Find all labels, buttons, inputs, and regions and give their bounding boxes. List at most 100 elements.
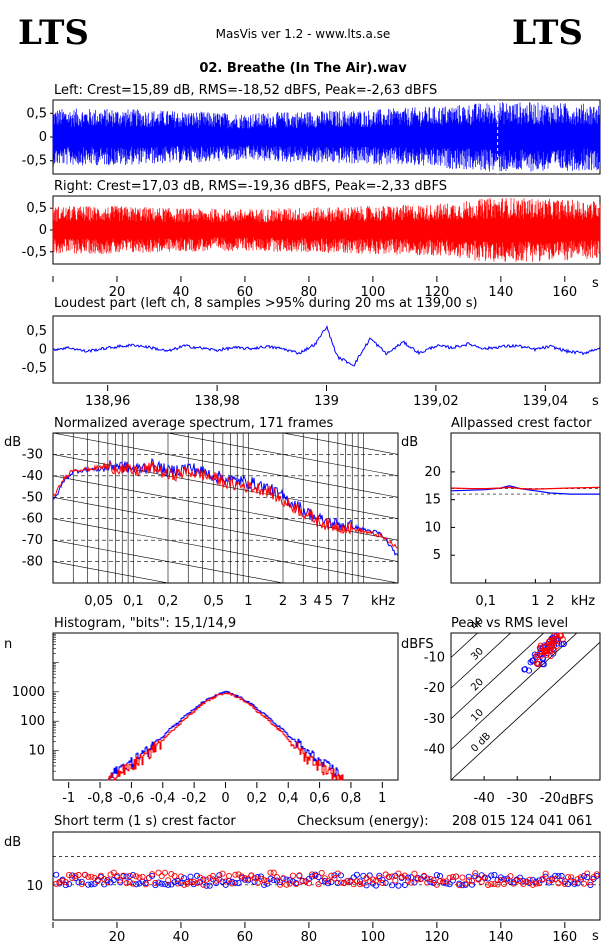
short-term-right-point bbox=[72, 872, 79, 880]
short-term-right-point bbox=[564, 874, 572, 881]
peak-rms-ytick: -40 bbox=[424, 742, 445, 757]
short-term-left-point bbox=[568, 877, 575, 884]
short-term-left-point bbox=[555, 873, 562, 880]
allpassed-frame bbox=[450, 432, 601, 584]
short-term-left-point bbox=[206, 882, 213, 889]
short-term-right-point bbox=[117, 877, 124, 884]
peak-rms-crest-line bbox=[451, 641, 600, 780]
peak-rms-xtick: -40 bbox=[473, 791, 494, 806]
peak-rms-xtick: -20 bbox=[540, 791, 561, 806]
spectrum-frame bbox=[52, 432, 399, 584]
short-term-left-point bbox=[395, 882, 402, 889]
short-term-right-point bbox=[110, 869, 117, 876]
spectrum-ytick: -60 bbox=[22, 512, 43, 527]
peak-rms-crest-label: 30 bbox=[469, 646, 486, 663]
loudest-xtick: 138,98 bbox=[194, 394, 240, 409]
allpassed-ylabel: dB bbox=[401, 435, 418, 450]
peak-rms-right-point bbox=[555, 635, 562, 642]
short-term-left-point bbox=[334, 879, 341, 887]
histogram-xtick: 0,2 bbox=[247, 791, 268, 806]
short-term-right-point bbox=[113, 872, 121, 879]
short-term-left-point bbox=[117, 879, 124, 886]
short-term-right-point bbox=[510, 880, 517, 887]
spectrum-left-line bbox=[53, 458, 398, 557]
short-term-right-point bbox=[478, 878, 485, 885]
app-title: MasVis ver 1.2 - www.lts.a.se bbox=[216, 27, 391, 41]
short-term-right-point bbox=[94, 877, 101, 885]
spectrum-slope-line bbox=[53, 539, 285, 583]
waveform-right-xtick: 60 bbox=[237, 285, 254, 300]
short-term-right-point bbox=[145, 874, 153, 882]
spectrum-slope-line bbox=[166, 433, 398, 477]
spectrum-slope-line bbox=[53, 561, 170, 583]
short-term-right-point bbox=[561, 880, 568, 887]
histogram-xtick: -0,8 bbox=[87, 791, 112, 806]
short-term-right-point bbox=[318, 869, 325, 876]
short-term-left-point bbox=[53, 871, 60, 878]
spectrum-ytick: -30 bbox=[22, 447, 43, 462]
short-term-right-point bbox=[187, 878, 194, 886]
short-term-right-point bbox=[484, 881, 492, 888]
peak-rms-left-point bbox=[539, 655, 546, 662]
spectrum-ytick: -80 bbox=[22, 555, 43, 570]
short-term-left-point bbox=[158, 880, 165, 887]
short-term-left-point bbox=[203, 882, 210, 889]
short-term-right-point bbox=[91, 874, 98, 881]
short-term-right-point bbox=[552, 876, 559, 883]
short-term-right-point bbox=[414, 876, 421, 883]
short-term-left-point bbox=[273, 877, 280, 884]
spectrum-xtick: 0,1 bbox=[123, 594, 144, 609]
spectrum-slope-line bbox=[53, 433, 398, 498]
short-term-right-point bbox=[200, 881, 207, 888]
right-channel-title: Right: Crest=17,03 dB, RMS=-19,36 dBFS, … bbox=[54, 179, 447, 194]
short-term-left-point bbox=[353, 871, 360, 878]
short-term-right-point bbox=[395, 870, 402, 877]
short-term-xtick: 20 bbox=[109, 930, 126, 945]
short-term-left-point bbox=[401, 881, 408, 889]
short-term-right-point bbox=[229, 880, 236, 887]
short-term-right-point bbox=[341, 880, 348, 887]
short-term-right-point bbox=[56, 879, 63, 886]
short-term-right-point bbox=[472, 870, 479, 877]
peak-rms-crest-line bbox=[451, 633, 479, 658]
short-term-right-point bbox=[206, 875, 213, 882]
short-term-left-point bbox=[437, 872, 444, 880]
short-term-right-point bbox=[85, 873, 92, 880]
short-term-right-point bbox=[286, 880, 293, 887]
short-term-left-point bbox=[209, 876, 216, 883]
short-term-right-point bbox=[539, 875, 546, 882]
logo-right: LTS bbox=[512, 13, 583, 53]
short-term-right-point bbox=[107, 871, 114, 878]
histogram-xtick: 0 bbox=[221, 791, 229, 806]
spectrum-right-line bbox=[53, 460, 398, 550]
short-term-right-point bbox=[353, 878, 360, 885]
spectrum-ytick: -70 bbox=[22, 533, 43, 548]
short-term-right-point bbox=[437, 878, 444, 885]
peak-rms-frame bbox=[450, 632, 601, 781]
short-term-frame bbox=[52, 831, 601, 921]
short-term-right-point bbox=[152, 879, 159, 887]
short-term-right-point bbox=[344, 878, 351, 885]
short-term-left-point bbox=[165, 881, 172, 888]
waveform-right-xtick: 140 bbox=[488, 285, 513, 300]
short-term-left-point bbox=[497, 874, 504, 881]
left-channel-title: Left: Crest=15,89 dB, RMS=-18,52 dBFS, P… bbox=[54, 83, 437, 98]
short-term-right-point bbox=[366, 878, 373, 885]
histogram-xtick: 0,4 bbox=[278, 791, 299, 806]
short-term-left-point bbox=[488, 872, 495, 879]
short-term-right-point bbox=[280, 875, 287, 882]
short-term-left-point bbox=[389, 882, 396, 889]
short-term-right-point bbox=[53, 880, 60, 887]
short-term-right-point bbox=[309, 871, 316, 878]
short-term-ylabel: dB bbox=[4, 835, 21, 850]
short-term-right-point bbox=[516, 877, 524, 884]
spectrum-slope-line bbox=[53, 669, 398, 733]
peak-rms-ytick: -30 bbox=[424, 712, 445, 727]
short-term-right-point bbox=[181, 881, 188, 888]
short-term-right-point bbox=[456, 882, 463, 889]
loudest-line bbox=[52, 324, 601, 367]
waveform-right-xtick: 100 bbox=[360, 285, 385, 300]
histogram-ytick: 100 bbox=[20, 714, 45, 729]
loudest-ytick: 0,5 bbox=[26, 324, 47, 339]
